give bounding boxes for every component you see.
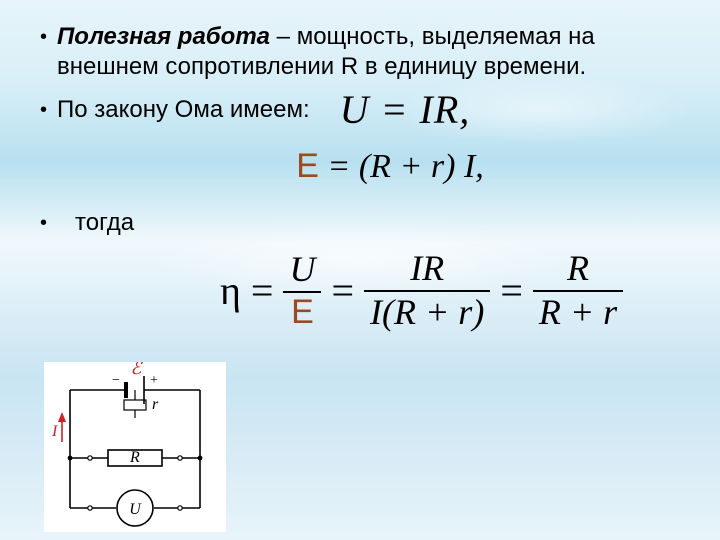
- emf-symbol: Е: [296, 147, 319, 185]
- bullet-2-text: По закону Ома имеем:: [57, 95, 310, 125]
- circuit-minus: −: [112, 373, 120, 388]
- equals-3: =: [490, 267, 533, 314]
- formula-u-eq-ir: U = IR,: [340, 86, 471, 133]
- emf-eq: =: [319, 148, 359, 185]
- fraction-1: U Е: [283, 251, 321, 330]
- frac2-den: I(R + r): [364, 294, 490, 332]
- fraction-2: IR I(R + r): [364, 250, 490, 332]
- formula-emf: Е = (R + r) I,: [296, 147, 484, 186]
- slide-content: • Полезная работа – мощность, выделяемая…: [0, 0, 720, 540]
- circuit-I-label: I: [51, 423, 58, 440]
- circuit-plus: +: [150, 373, 158, 388]
- bullet-1-dash: –: [270, 23, 297, 50]
- circuit-r-internal: r: [152, 396, 159, 413]
- bullet-glyph: •: [40, 95, 47, 125]
- equals-2: =: [321, 267, 364, 314]
- circuit-R-external: R: [129, 449, 140, 466]
- frac1-num: U: [283, 251, 321, 289]
- bullet-glyph: •: [40, 22, 47, 52]
- circuit-svg: ℰ − + r R U I: [44, 362, 226, 532]
- frac2-num: IR: [404, 250, 450, 288]
- fraction-3: R R + r: [533, 250, 623, 332]
- equals-1: =: [241, 267, 284, 314]
- frac1-den: Е: [285, 295, 320, 331]
- bullet-glyph: •: [40, 208, 47, 238]
- bullet-3: • тогда: [40, 208, 680, 238]
- term-useful-work: Полезная работа: [57, 23, 270, 50]
- bullet-1: • Полезная работа – мощность, выделяемая…: [40, 22, 680, 82]
- formula-emf-row: Е = (R + r) I,: [100, 147, 680, 186]
- emf-body: (R + r) I,: [359, 148, 484, 185]
- efficiency-equation: η = U Е = IR I(R + r) = R R + r: [220, 250, 623, 332]
- frac3-num: R: [561, 250, 595, 288]
- bullet-2: • По закону Ома имеем: U = IR,: [40, 86, 680, 133]
- frac3-den: R + r: [533, 294, 623, 332]
- circuit-U-meter: U: [129, 501, 142, 518]
- eta-symbol: η: [220, 267, 241, 314]
- bullet-1-text: Полезная работа – мощность, выделяемая н…: [57, 22, 680, 82]
- circuit-diagram: ℰ − + r R U I: [44, 362, 226, 532]
- bullet-3-text: тогда: [57, 208, 134, 238]
